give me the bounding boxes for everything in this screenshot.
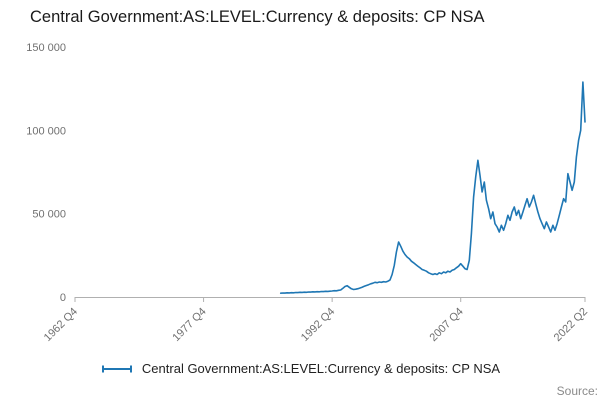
y-tick-label: 100 000 — [26, 125, 66, 137]
y-tick-label: 150 000 — [26, 42, 66, 54]
series-line — [279, 81, 586, 295]
x-tick-label: 1962 Q4 — [42, 306, 80, 344]
source-label: Source: — [556, 384, 598, 398]
x-tick-label: 2007 Q4 — [428, 306, 466, 344]
x-tick-label: 2022 Q2 — [552, 306, 590, 344]
y-tick-label: 0 — [60, 292, 66, 304]
legend-line-marker — [101, 365, 132, 372]
chart-legend[interactable]: Central Government:AS:LEVEL:Currency & d… — [0, 361, 600, 376]
legend-label: Central Government:AS:LEVEL:Currency & d… — [141, 361, 501, 376]
x-tick-label: 1992 Q4 — [299, 306, 337, 344]
y-tick-label: 50 000 — [32, 209, 66, 221]
chart-title: Central Government:AS:LEVEL:Currency & d… — [30, 8, 485, 26]
line-chart: 1962 Q4 1977 Q4 1992 Q4 2007 Q4 2022 Q2 0 50 0… — [26, 42, 590, 344]
x-tick-label: 1977 Q4 — [170, 306, 208, 344]
